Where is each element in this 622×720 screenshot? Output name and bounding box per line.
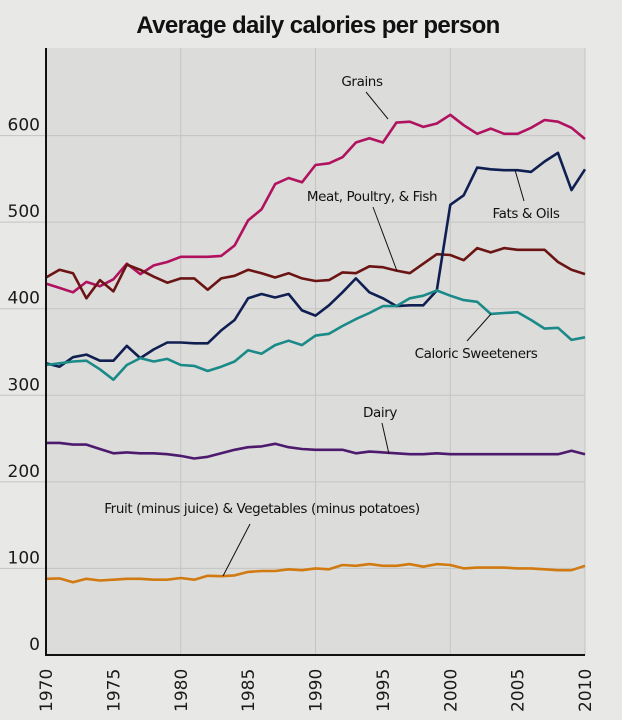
x-tick-label: 1985 <box>239 669 259 712</box>
x-tick-label: 2010 <box>576 669 596 712</box>
series-line-5 <box>45 562 586 584</box>
y-axis-ticks: 0 100 200 300 400 500 600 <box>8 116 40 655</box>
axes <box>45 48 585 656</box>
x-tick-label: 1975 <box>104 669 124 712</box>
y-tick-label: 400 <box>8 289 40 309</box>
x-tick-label: 2000 <box>441 669 461 712</box>
y-tick-label: 600 <box>8 116 40 136</box>
gridlines <box>0 48 586 655</box>
annotation-meat: Meat, Poultry, & Fish <box>307 189 438 272</box>
annotation-label-meat: Meat, Poultry, & Fish <box>307 189 437 205</box>
annotation-grains: Grains <box>341 74 389 120</box>
annotation-dairy: Dairy <box>363 405 398 455</box>
series-line-2 <box>45 151 587 369</box>
annotation-label-dairy: Dairy <box>363 405 397 421</box>
series-lines <box>45 113 587 584</box>
annotation-fats: Fats & Oils <box>493 169 560 222</box>
x-tick-label: 1990 <box>307 669 327 712</box>
annotation-label-fats: Fats & Oils <box>493 206 560 222</box>
chart-title: Average daily calories per person <box>136 12 500 39</box>
leader-line-fats <box>514 169 525 202</box>
x-tick-label: 1980 <box>172 669 192 712</box>
x-tick-label: 1970 <box>37 669 57 712</box>
leader-line-fruit-veg <box>222 523 251 577</box>
leader-line-meat <box>372 206 398 272</box>
leader-line-grains <box>365 91 389 120</box>
annotation-label-grains: Grains <box>341 74 383 90</box>
annotation-sweeteners: Caloric Sweeteners <box>415 313 538 362</box>
leader-line-dairy <box>381 422 390 455</box>
series-line-3 <box>45 289 586 382</box>
x-axis-ticks: 1970 1975 1980 1985 1990 1995 2000 2005 2010 <box>37 669 596 712</box>
y-tick-label: 300 <box>8 375 40 395</box>
series-line-4 <box>46 441 586 460</box>
annotation-label-fruit-veg: Fruit (minus juice) & Vegetables (minus … <box>104 501 420 517</box>
y-tick-label: 500 <box>8 202 40 222</box>
y-tick-label: 200 <box>8 462 40 482</box>
y-tick-label: 0 <box>29 635 40 655</box>
annotation-fruit-veg: Fruit (minus juice) & Vegetables (minus … <box>104 501 420 577</box>
annotation-label-sweeteners: Caloric Sweeteners <box>415 346 538 362</box>
leader-line-sweeteners <box>466 313 492 342</box>
series-line-0 <box>45 113 586 294</box>
series-line-1 <box>45 246 586 300</box>
x-tick-label: 2005 <box>509 669 529 712</box>
x-tick-label: 1995 <box>374 669 394 712</box>
y-tick-label: 100 <box>8 548 40 568</box>
